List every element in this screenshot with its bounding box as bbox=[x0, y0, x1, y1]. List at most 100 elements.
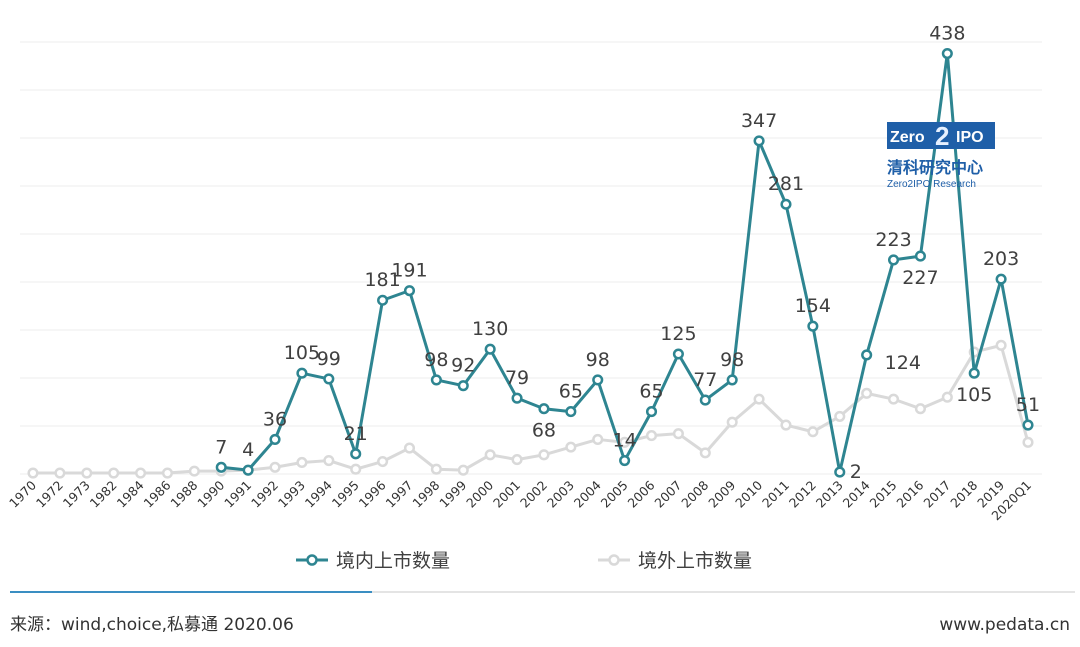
data-point-domestic[interactable] bbox=[834, 466, 846, 478]
data-point-domestic[interactable] bbox=[619, 455, 631, 467]
x-tick-label: 1982 bbox=[87, 478, 120, 511]
data-point-overseas[interactable] bbox=[619, 436, 631, 448]
x-tick-label: 2011 bbox=[759, 478, 792, 511]
data-label: 124 bbox=[885, 352, 921, 374]
legend-marker-domestic bbox=[306, 554, 318, 566]
data-point-domestic[interactable] bbox=[484, 343, 496, 355]
data-point-domestic[interactable] bbox=[1022, 419, 1034, 431]
data-point-overseas[interactable] bbox=[834, 410, 846, 422]
logo-cn-text: 清科研究中心 bbox=[887, 158, 983, 177]
data-point-overseas[interactable] bbox=[403, 442, 416, 454]
data-point-domestic[interactable] bbox=[887, 254, 900, 266]
data-point-overseas[interactable] bbox=[538, 449, 550, 461]
data-label: 191 bbox=[391, 260, 427, 282]
x-tick-label: 2004 bbox=[571, 477, 604, 510]
data-point-domestic[interactable] bbox=[565, 406, 577, 418]
x-tick-label: 1994 bbox=[302, 477, 335, 510]
data-point-overseas[interactable] bbox=[672, 428, 684, 440]
data-point-domestic[interactable] bbox=[941, 47, 953, 60]
data-point-overseas[interactable] bbox=[54, 467, 66, 479]
data-point-overseas[interactable] bbox=[914, 403, 926, 415]
x-tick-label: 1970 bbox=[6, 477, 39, 510]
data-point-domestic[interactable] bbox=[807, 320, 819, 332]
data-point-overseas[interactable] bbox=[296, 456, 308, 469]
data-point-domestic[interactable] bbox=[457, 380, 469, 392]
data-point-domestic[interactable] bbox=[699, 394, 711, 406]
data-point-overseas[interactable] bbox=[645, 430, 658, 442]
data-label: 105 bbox=[284, 342, 320, 364]
data-point-overseas[interactable] bbox=[81, 467, 93, 479]
data-point-overseas[interactable] bbox=[269, 461, 281, 473]
data-point-overseas[interactable] bbox=[188, 465, 200, 477]
legend-item-domestic[interactable]: 境内上市数量 bbox=[296, 550, 450, 572]
legend-label-domestic: 境内上市数量 bbox=[336, 550, 450, 572]
data-point-overseas[interactable] bbox=[726, 416, 738, 428]
data-point-overseas[interactable] bbox=[807, 426, 819, 438]
x-tick-label: 2007 bbox=[651, 478, 684, 511]
data-point-overseas[interactable] bbox=[135, 467, 147, 479]
x-tick-label: 1984 bbox=[114, 477, 147, 510]
data-point-domestic[interactable] bbox=[430, 374, 442, 386]
data-point-domestic[interactable] bbox=[538, 403, 550, 415]
data-point-domestic[interactable] bbox=[672, 348, 684, 360]
data-point-overseas[interactable] bbox=[941, 391, 953, 403]
x-tick-label: 1993 bbox=[275, 478, 308, 511]
data-point-overseas[interactable] bbox=[27, 467, 39, 479]
series-line-overseas bbox=[33, 343, 1030, 475]
data-point-overseas[interactable] bbox=[377, 455, 389, 468]
data-point-domestic[interactable] bbox=[726, 374, 738, 386]
data-point-overseas[interactable] bbox=[887, 393, 900, 405]
logo-box bbox=[887, 122, 995, 149]
data-point-domestic[interactable] bbox=[645, 406, 658, 418]
data-point-overseas[interactable] bbox=[861, 387, 873, 399]
data-point-domestic[interactable] bbox=[753, 135, 765, 147]
data-point-overseas[interactable] bbox=[592, 433, 604, 445]
data-point-domestic[interactable] bbox=[780, 198, 792, 210]
data-label: 65 bbox=[559, 381, 583, 403]
data-point-overseas[interactable] bbox=[753, 393, 765, 405]
data-point-overseas[interactable] bbox=[484, 449, 496, 461]
data-point-overseas[interactable] bbox=[780, 419, 792, 431]
data-point-domestic[interactable] bbox=[592, 374, 604, 386]
data-point-overseas[interactable] bbox=[457, 464, 469, 476]
data-point-overseas[interactable] bbox=[161, 467, 174, 479]
logo-box-left: Zero bbox=[890, 129, 925, 146]
x-tick-label: 2016 bbox=[893, 477, 926, 510]
legend-item-overseas[interactable]: 境外上市数量 bbox=[598, 550, 752, 572]
data-point-overseas[interactable] bbox=[1022, 436, 1034, 448]
data-point-domestic[interactable] bbox=[403, 285, 416, 297]
data-label: 68 bbox=[532, 420, 556, 442]
data-point-domestic[interactable] bbox=[511, 392, 523, 404]
data-point-overseas[interactable] bbox=[699, 447, 711, 459]
logo-box-right: IPO bbox=[956, 129, 984, 146]
source-note: 来源：wind,choice,私募通 2020.06 bbox=[10, 615, 294, 635]
data-point-overseas[interactable] bbox=[565, 441, 577, 453]
data-point-domestic[interactable] bbox=[323, 373, 335, 385]
data-label: 4 bbox=[242, 439, 254, 461]
data-point-overseas[interactable] bbox=[350, 463, 362, 475]
data-point-domestic[interactable] bbox=[215, 461, 227, 473]
data-point-domestic[interactable] bbox=[269, 433, 281, 445]
legend-marker-overseas bbox=[608, 554, 620, 566]
data-point-domestic[interactable] bbox=[296, 367, 308, 379]
data-label: 105 bbox=[956, 384, 992, 406]
x-tick-label: 1995 bbox=[329, 478, 362, 511]
x-tick-label: 1988 bbox=[167, 477, 200, 510]
data-point-overseas[interactable] bbox=[511, 454, 523, 466]
data-point-overseas[interactable] bbox=[323, 455, 335, 467]
data-point-domestic[interactable] bbox=[968, 367, 980, 379]
data-point-overseas[interactable] bbox=[430, 463, 442, 475]
data-point-domestic[interactable] bbox=[914, 250, 926, 262]
data-point-overseas[interactable] bbox=[995, 339, 1007, 351]
data-label: 98 bbox=[424, 349, 448, 371]
data-point-overseas[interactable] bbox=[108, 467, 120, 479]
data-point-domestic[interactable] bbox=[995, 273, 1007, 285]
website-link[interactable]: www.pedata.cn bbox=[939, 615, 1070, 635]
data-label: 99 bbox=[317, 348, 341, 370]
data-point-domestic[interactable] bbox=[861, 349, 873, 361]
data-point-domestic[interactable] bbox=[377, 294, 389, 306]
data-label: 51 bbox=[1016, 394, 1040, 416]
data-label: 7 bbox=[215, 436, 227, 458]
data-point-domestic[interactable] bbox=[242, 464, 254, 476]
data-point-domestic[interactable] bbox=[350, 448, 362, 460]
